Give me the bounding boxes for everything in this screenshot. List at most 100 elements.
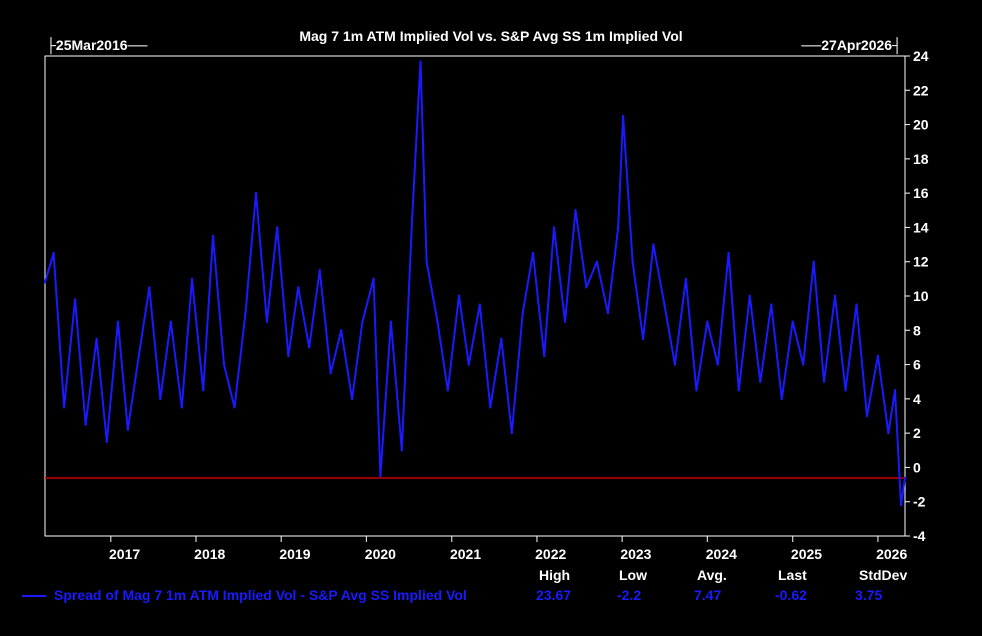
data-point [84, 423, 87, 426]
stats-value-last: -0.62 [775, 587, 807, 603]
data-point [276, 226, 279, 229]
y-tick-label: 14 [913, 219, 929, 235]
data-point [716, 363, 719, 366]
data-point [887, 431, 890, 435]
data-point [802, 363, 805, 366]
data-point [190, 277, 194, 281]
x-tick-label: 2020 [365, 546, 396, 562]
data-point [780, 397, 783, 401]
stats-header-low: Low [619, 567, 647, 583]
series-line [44, 60, 906, 507]
y-tick-label: 16 [913, 185, 929, 201]
x-tick-label: 2022 [535, 546, 566, 562]
chart-title: Mag 7 1m ATM Implied Vol vs. S&P Avg SS … [299, 28, 683, 44]
data-point [287, 354, 290, 358]
data-point [329, 371, 332, 375]
y-tick-label: 4 [913, 391, 921, 407]
data-point [105, 440, 109, 443]
data-point [695, 389, 698, 392]
data-point [574, 209, 577, 212]
data-point [425, 260, 428, 263]
data-point [52, 251, 55, 255]
data-point [436, 320, 439, 323]
data-point [903, 476, 907, 480]
data-point [899, 503, 903, 507]
data-point [737, 389, 740, 392]
data-point [812, 260, 815, 263]
end-date-label: ──27Apr2026┤ [801, 37, 902, 53]
data-point [297, 286, 300, 289]
x-tick-label: 2026 [876, 546, 907, 562]
y-tick-label: 6 [913, 357, 921, 373]
data-point [180, 406, 183, 409]
data-point [585, 286, 588, 289]
data-point [791, 320, 794, 323]
x-tick-label: 2025 [791, 546, 822, 562]
data-point [822, 380, 826, 383]
data-point [340, 329, 343, 332]
data-point [95, 337, 98, 341]
y-tick-label: 0 [913, 459, 921, 475]
y-tick-label: 22 [913, 82, 929, 98]
data-point [552, 226, 556, 229]
data-point [510, 431, 513, 435]
data-point [410, 217, 414, 221]
data-point [641, 337, 645, 341]
y-tick-label: 20 [913, 117, 929, 133]
data-point [595, 260, 599, 263]
data-point [137, 354, 140, 358]
data-point [606, 311, 610, 315]
data-point [372, 277, 375, 281]
data-point [521, 311, 524, 315]
data-point [318, 269, 321, 272]
data-point [254, 191, 258, 195]
stats-header-high: High [539, 567, 571, 583]
legend-swatch [22, 595, 46, 597]
data-point [202, 389, 205, 392]
data-point [844, 389, 847, 392]
data-point [759, 380, 762, 383]
data-point [350, 397, 354, 401]
data-point [308, 346, 311, 349]
data-point [617, 226, 620, 229]
y-tick-label: 8 [913, 322, 921, 338]
data-point [361, 320, 364, 323]
data-point [62, 406, 66, 409]
stats-value-low: -2.2 [617, 587, 642, 603]
data-point [265, 320, 269, 323]
data-point [876, 354, 880, 358]
data-point [169, 320, 172, 323]
data-point [73, 298, 77, 301]
data-point [222, 363, 226, 366]
y-tick-label: 18 [913, 151, 929, 167]
x-tick-label: 2019 [279, 546, 310, 562]
stats-header-avg: Avg. [697, 567, 727, 583]
x-tick-label: 2023 [620, 546, 651, 562]
y-tick-label: 2 [913, 425, 921, 441]
y-tick-label: -2 [913, 494, 926, 510]
data-point [855, 303, 858, 306]
data-point [457, 294, 461, 298]
data-point [446, 389, 449, 392]
data-point [543, 354, 546, 358]
data-point [233, 406, 236, 409]
data-point [652, 243, 655, 246]
data-point [563, 320, 567, 323]
stats-value-stddev: 3.75 [855, 587, 883, 603]
data-point [833, 294, 837, 298]
x-tick-label: 2018 [194, 546, 225, 562]
data-point [159, 397, 162, 401]
start-date-label: ├25Mar2016── [46, 37, 148, 53]
data-point [684, 277, 688, 281]
stats-header-last: Last [778, 567, 807, 583]
data-point [467, 363, 470, 366]
data-point [244, 311, 247, 315]
data-point [621, 114, 625, 118]
data-point [893, 389, 897, 392]
data-point [673, 363, 677, 366]
data-point [748, 294, 751, 298]
data-point [770, 303, 773, 306]
x-tick-label: 2024 [706, 546, 737, 562]
